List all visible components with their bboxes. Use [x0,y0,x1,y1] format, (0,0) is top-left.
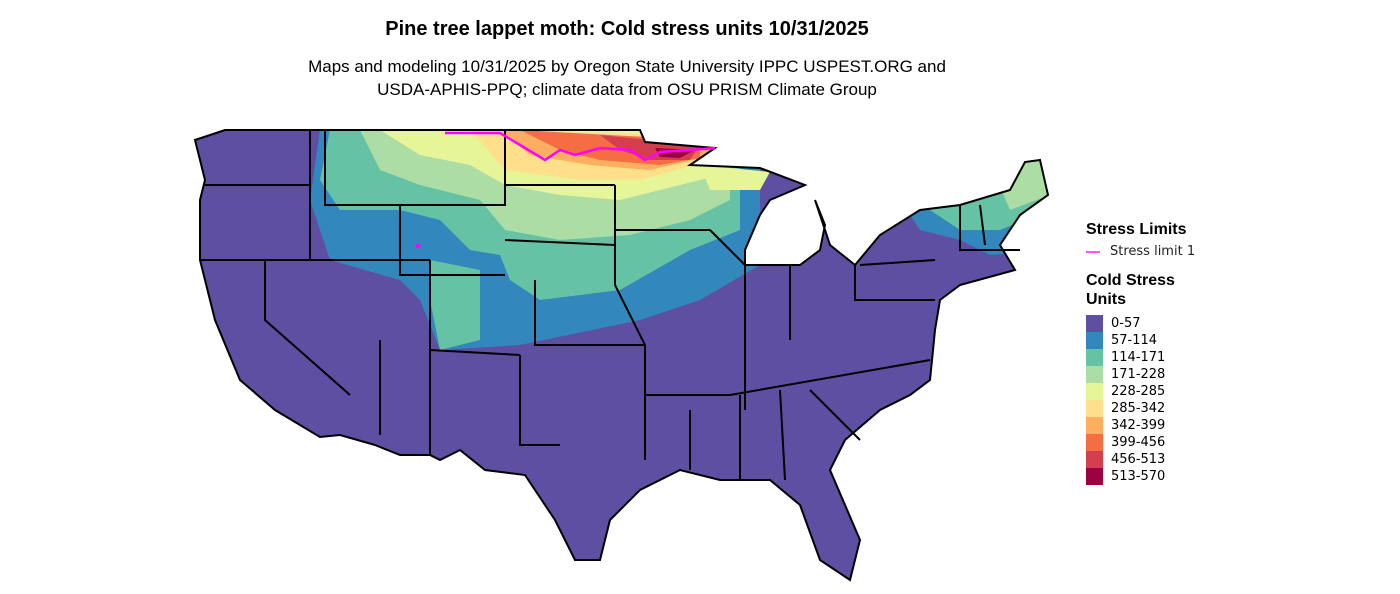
color-swatch [1086,332,1103,349]
region-rockies-green [430,260,480,350]
legend: Stress Limits Stress limit 1 Cold Stress… [1086,220,1195,485]
map-title: Pine tree lappet moth: Cold stress units… [385,18,869,40]
legend-bin-2: 114-171 [1086,349,1195,366]
legend-bin-8: 456-513 [1086,451,1195,468]
color-swatch [1086,366,1103,383]
bin-label: 114-171 [1111,350,1166,365]
bin-label: 456-513 [1111,452,1166,467]
color-swatch [1086,434,1103,451]
subtitle-line-2: USDA-APHIS-PPQ; climate data from OSU PR… [377,80,877,99]
bin-label: 285-342 [1111,401,1166,416]
region-michigan-up [700,165,770,190]
bin-label: 0-57 [1111,316,1141,331]
map-subtitle: Maps and modeling 10/31/2025 by Oregon S… [0,55,1254,101]
color-swatch [1086,400,1103,417]
legend-bin-4: 228-285 [1086,383,1195,400]
bin-label: 342-399 [1111,418,1166,433]
bin-label: 171-228 [1111,367,1166,382]
stress-limit-1-spot [415,243,421,249]
legend-item-stress-limit-1: Stress limit 1 [1086,244,1195,259]
region-northeast-light-green [995,150,1048,210]
legend-bin-0: 0-57 [1086,315,1195,332]
legend-bin-1: 57-114 [1086,332,1195,349]
units-title-line-1: Cold Stress [1086,272,1175,289]
cold-stress-units-title: Cold Stress Units [1086,271,1195,309]
subtitle-line-1: Maps and modeling 10/31/2025 by Oregon S… [308,57,946,76]
stress-limit-1-contour [445,131,716,162]
color-swatch [1086,383,1103,400]
color-swatch [1086,349,1103,366]
bin-label: 57-114 [1111,333,1158,348]
cold-stress-bins: 0-57 57-114 114-171 171-228 228-285 285-342 34… [1086,315,1195,485]
legend-bin-7: 399-456 [1086,434,1195,451]
legend-bin-6: 342-399 [1086,417,1195,434]
color-swatch [1086,315,1103,332]
bin-label: 513-570 [1111,469,1166,484]
legend-bin-3: 171-228 [1086,366,1195,383]
state-borders [194,129,1049,581]
color-swatch [1086,468,1103,485]
magenta-line-icon [1086,250,1100,253]
state-border-lines [200,130,1020,481]
bin-label: 228-285 [1111,384,1166,399]
units-title-line-2: Units [1086,291,1126,308]
stress-limits-title: Stress Limits [1086,221,1187,238]
legend-bin-5: 285-342 [1086,400,1195,417]
color-swatch [1086,451,1103,468]
color-swatch [1086,417,1103,434]
bin-label: 399-456 [1111,435,1166,450]
legend-label: Stress limit 1 [1110,244,1196,259]
legend-bin-9: 513-570 [1086,468,1195,485]
